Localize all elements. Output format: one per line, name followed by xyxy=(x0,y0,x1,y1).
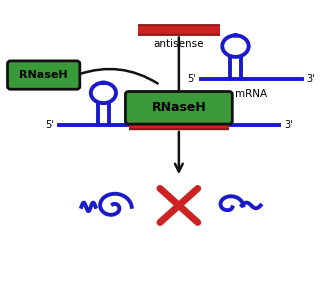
Text: 5': 5' xyxy=(45,120,54,130)
Text: 5': 5' xyxy=(188,74,196,84)
FancyBboxPatch shape xyxy=(125,92,232,124)
Text: RNaseH: RNaseH xyxy=(19,70,68,80)
FancyBboxPatch shape xyxy=(7,61,80,89)
Text: 3': 3' xyxy=(306,74,315,84)
Text: mRNA: mRNA xyxy=(235,89,267,99)
Text: 3': 3' xyxy=(284,120,293,130)
Text: RNaseH: RNaseH xyxy=(151,101,206,114)
Text: antisense: antisense xyxy=(154,39,204,49)
